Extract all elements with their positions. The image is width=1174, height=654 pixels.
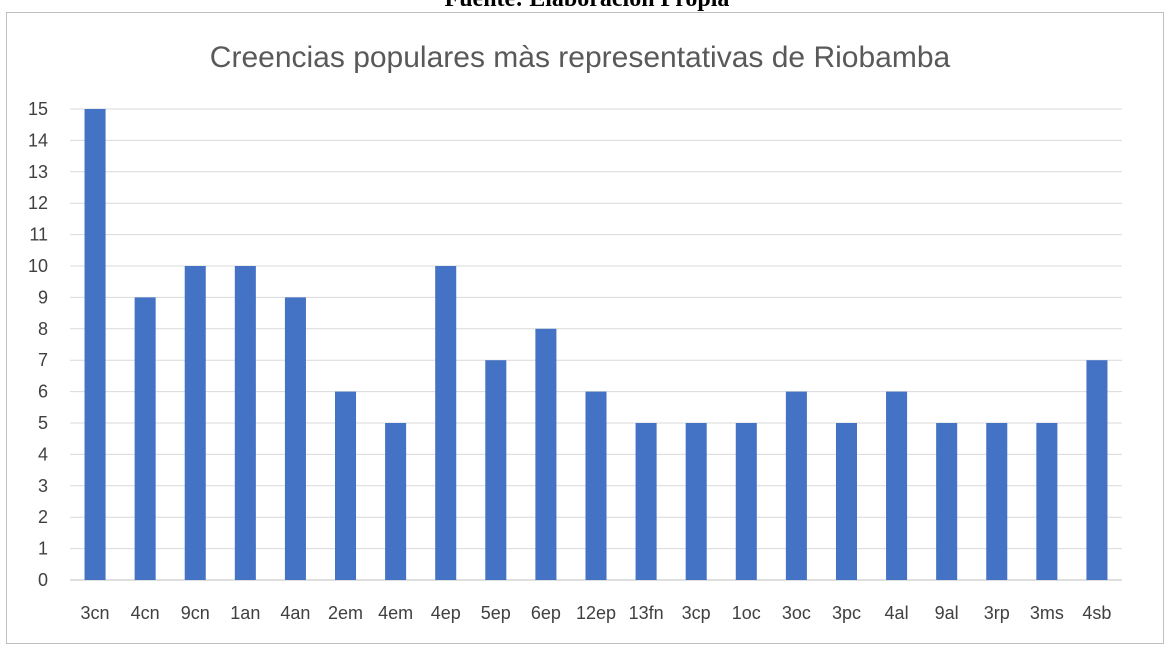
bar-9al: [936, 423, 958, 580]
x-tick-label: 2em: [328, 603, 363, 623]
figure-caption: Fuente: Elaboración Propia: [0, 0, 1174, 13]
bar-4ep: [435, 266, 457, 580]
x-tick-label: 13fn: [629, 603, 664, 623]
bar-4cn: [134, 297, 156, 580]
bar-3ms: [1036, 423, 1058, 580]
y-tick-label: 15: [28, 99, 48, 119]
y-tick-label: 12: [28, 193, 48, 213]
x-tick-label: 4cn: [131, 603, 160, 623]
x-tick-label: 1an: [230, 603, 260, 623]
bar-4em: [385, 423, 407, 580]
x-tick-label: 4ep: [431, 603, 461, 623]
x-tick-label: 3oc: [782, 603, 811, 623]
x-tick-label: 9cn: [181, 603, 210, 623]
bar-4sb: [1086, 360, 1108, 580]
bar-2em: [335, 391, 357, 580]
x-tick-label: 3rp: [984, 603, 1010, 623]
bar-13fn: [635, 423, 657, 580]
y-tick-label: 9: [38, 287, 48, 307]
bar-4al: [886, 391, 908, 580]
bar-3cp: [685, 423, 707, 580]
x-tick-label: 3cn: [81, 603, 110, 623]
y-tick-label: 5: [38, 413, 48, 433]
x-tick-label: 3pc: [832, 603, 861, 623]
bar-4an: [284, 297, 306, 580]
bar-1oc: [735, 423, 757, 580]
y-tick-label: 1: [38, 539, 48, 559]
x-tick-label: 1oc: [732, 603, 761, 623]
y-tick-label: 8: [38, 319, 48, 339]
x-tick-label: 3ms: [1030, 603, 1064, 623]
bar-3rp: [986, 423, 1008, 580]
x-tick-label: 12ep: [576, 603, 616, 623]
bar-3pc: [835, 423, 857, 580]
x-tick-label: 3cp: [682, 603, 711, 623]
y-tick-label: 4: [38, 444, 48, 464]
y-tick-label: 13: [28, 162, 48, 182]
y-tick-label: 0: [38, 570, 48, 590]
x-tick-label: 4sb: [1082, 603, 1111, 623]
bars: [84, 109, 1108, 580]
bar-9cn: [184, 266, 206, 580]
bar-1an: [234, 266, 256, 580]
bar-3cn: [84, 109, 106, 580]
bar-6ep: [535, 328, 557, 580]
bar-5ep: [485, 360, 507, 580]
x-axis-ticks: 3cn 4cn 9cn 1an 4an 2em 4em 4ep 5ep 6ep 12ep 13fn 3c…: [81, 603, 1112, 623]
chart-title: Creencias populares màs representativas …: [210, 41, 951, 74]
x-tick-label: 5ep: [481, 603, 511, 623]
x-tick-label: 6ep: [531, 603, 561, 623]
y-tick-label: 2: [38, 507, 48, 527]
y-tick-label: 10: [28, 256, 48, 276]
x-tick-label: 9al: [935, 603, 959, 623]
x-tick-label: 4an: [280, 603, 310, 623]
y-tick-label: 7: [38, 350, 48, 370]
bar-12ep: [585, 391, 607, 580]
y-tick-label: 14: [28, 130, 48, 150]
x-tick-label: 4em: [378, 603, 413, 623]
y-tick-label: 6: [38, 382, 48, 402]
bar-3oc: [785, 391, 807, 580]
y-tick-label: 11: [29, 225, 48, 245]
y-tick-label: 3: [38, 476, 48, 496]
x-tick-label: 4al: [885, 603, 909, 623]
